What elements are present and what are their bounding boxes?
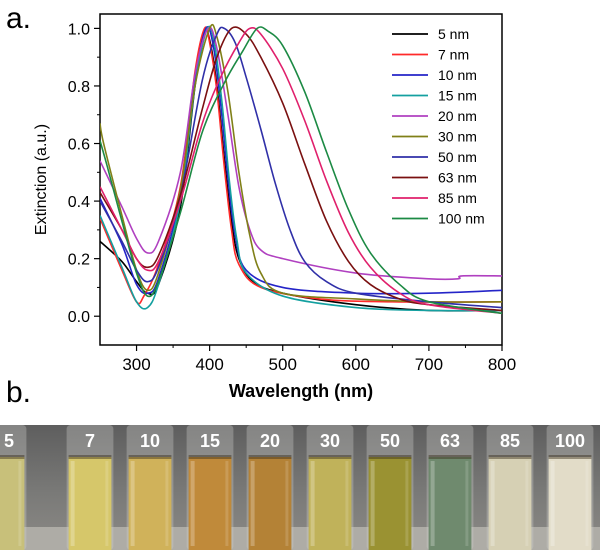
vial-highlight	[190, 461, 195, 546]
vial-liquid	[428, 457, 472, 550]
vial-label: 63	[440, 431, 460, 451]
x-tick-label: 400	[195, 355, 223, 374]
vial-highlight	[310, 461, 315, 546]
x-tick-label: 500	[269, 355, 297, 374]
vial-highlight	[130, 461, 135, 546]
y-tick-label: 0.2	[68, 252, 90, 269]
series-line-63-nm	[100, 26, 502, 312]
vial-liquid	[128, 457, 172, 550]
vial-meniscus	[488, 455, 532, 459]
vial-highlight	[370, 461, 375, 546]
vial-highlight	[525, 461, 529, 546]
vial-meniscus	[368, 455, 412, 459]
vial-label: 15	[200, 431, 220, 451]
series-line-10-nm	[100, 26, 502, 295]
vial-meniscus	[0, 455, 25, 459]
legend-label: 10 nm	[438, 67, 477, 83]
y-tick-label: 0.8	[68, 79, 90, 96]
y-tick-label: 0.0	[68, 309, 90, 326]
vial-highlight	[490, 461, 495, 546]
vial-highlight	[345, 461, 349, 546]
vial-liquid	[488, 457, 532, 550]
vial-meniscus	[308, 455, 352, 459]
y-axis-label: Extinction (a.u.)	[33, 124, 50, 235]
vial-highlight	[70, 461, 75, 546]
vial-label: 100	[555, 431, 585, 451]
legend-label: 30 nm	[438, 129, 477, 145]
extinction-chart: 300 400 500 600 700 800 0.0 0.2 0.4 0.6 0.8 1.0 Wave…	[33, 13, 516, 401]
vial-highlight	[430, 461, 435, 546]
y-tick-label: 0.6	[68, 137, 90, 154]
vial-highlight	[250, 461, 255, 546]
vial-label: 20	[260, 431, 280, 451]
legend-label: 5 nm	[438, 26, 469, 42]
vial-highlight	[405, 461, 409, 546]
legend-label: 20 nm	[438, 108, 477, 124]
vial-liquid	[368, 457, 412, 550]
vial-label: 50	[380, 431, 400, 451]
series-line-15-nm	[100, 25, 502, 312]
series-line-50-nm	[100, 26, 502, 309]
x-tick-label: 600	[342, 355, 370, 374]
vial-liquid	[308, 457, 352, 550]
series-line-85-nm	[100, 26, 502, 315]
vial-highlight	[465, 461, 469, 546]
x-tick-label: 800	[488, 355, 516, 374]
vial-highlight	[225, 461, 229, 546]
vial-meniscus	[68, 455, 112, 459]
vial-liquid	[548, 457, 592, 550]
legend-label: 50 nm	[438, 149, 477, 165]
vial-label: 7	[85, 431, 95, 451]
vials-photo: 5 7 10 15 20 30 50 63 85 100	[0, 425, 600, 550]
vial-label: 85	[500, 431, 520, 451]
vial-highlight	[585, 461, 589, 546]
x-tick-label: 700	[415, 355, 443, 374]
x-tick-label: 300	[122, 355, 150, 374]
vial-meniscus	[188, 455, 232, 459]
series-line-20-nm	[100, 26, 502, 281]
legend-label: 85 nm	[438, 190, 477, 206]
vial-highlight	[285, 461, 289, 546]
vial-highlight	[165, 461, 169, 546]
plot-frame	[99, 13, 503, 346]
vial-liquid	[188, 457, 232, 550]
vial-highlight	[550, 461, 555, 546]
vial-label: 5	[4, 431, 14, 451]
vial-meniscus	[248, 455, 292, 459]
vial-liquid	[68, 457, 112, 550]
y-tick-label: 0.4	[68, 194, 90, 211]
vial-label: 30	[320, 431, 340, 451]
series-line-100-nm	[100, 26, 502, 315]
vial-meniscus	[548, 455, 592, 459]
vial-meniscus	[428, 455, 472, 459]
legend-label: 100 nm	[438, 211, 485, 227]
legend-label: 15 nm	[438, 88, 477, 104]
panel-b-label: b.	[6, 376, 32, 409]
vial-liquid	[0, 457, 25, 550]
legend-label: 7 nm	[438, 47, 469, 63]
legend-label: 63 nm	[438, 170, 477, 186]
y-tick-label: 1.0	[68, 21, 90, 38]
panel-a-label: a.	[6, 2, 32, 35]
vial-liquid	[248, 457, 292, 550]
vial-meniscus	[128, 455, 172, 459]
x-axis-label: Wavelength (nm)	[229, 381, 373, 401]
vial-highlight	[105, 461, 109, 546]
series-group	[100, 23, 502, 315]
vial-label: 10	[140, 431, 160, 451]
vial-highlight	[18, 461, 22, 546]
